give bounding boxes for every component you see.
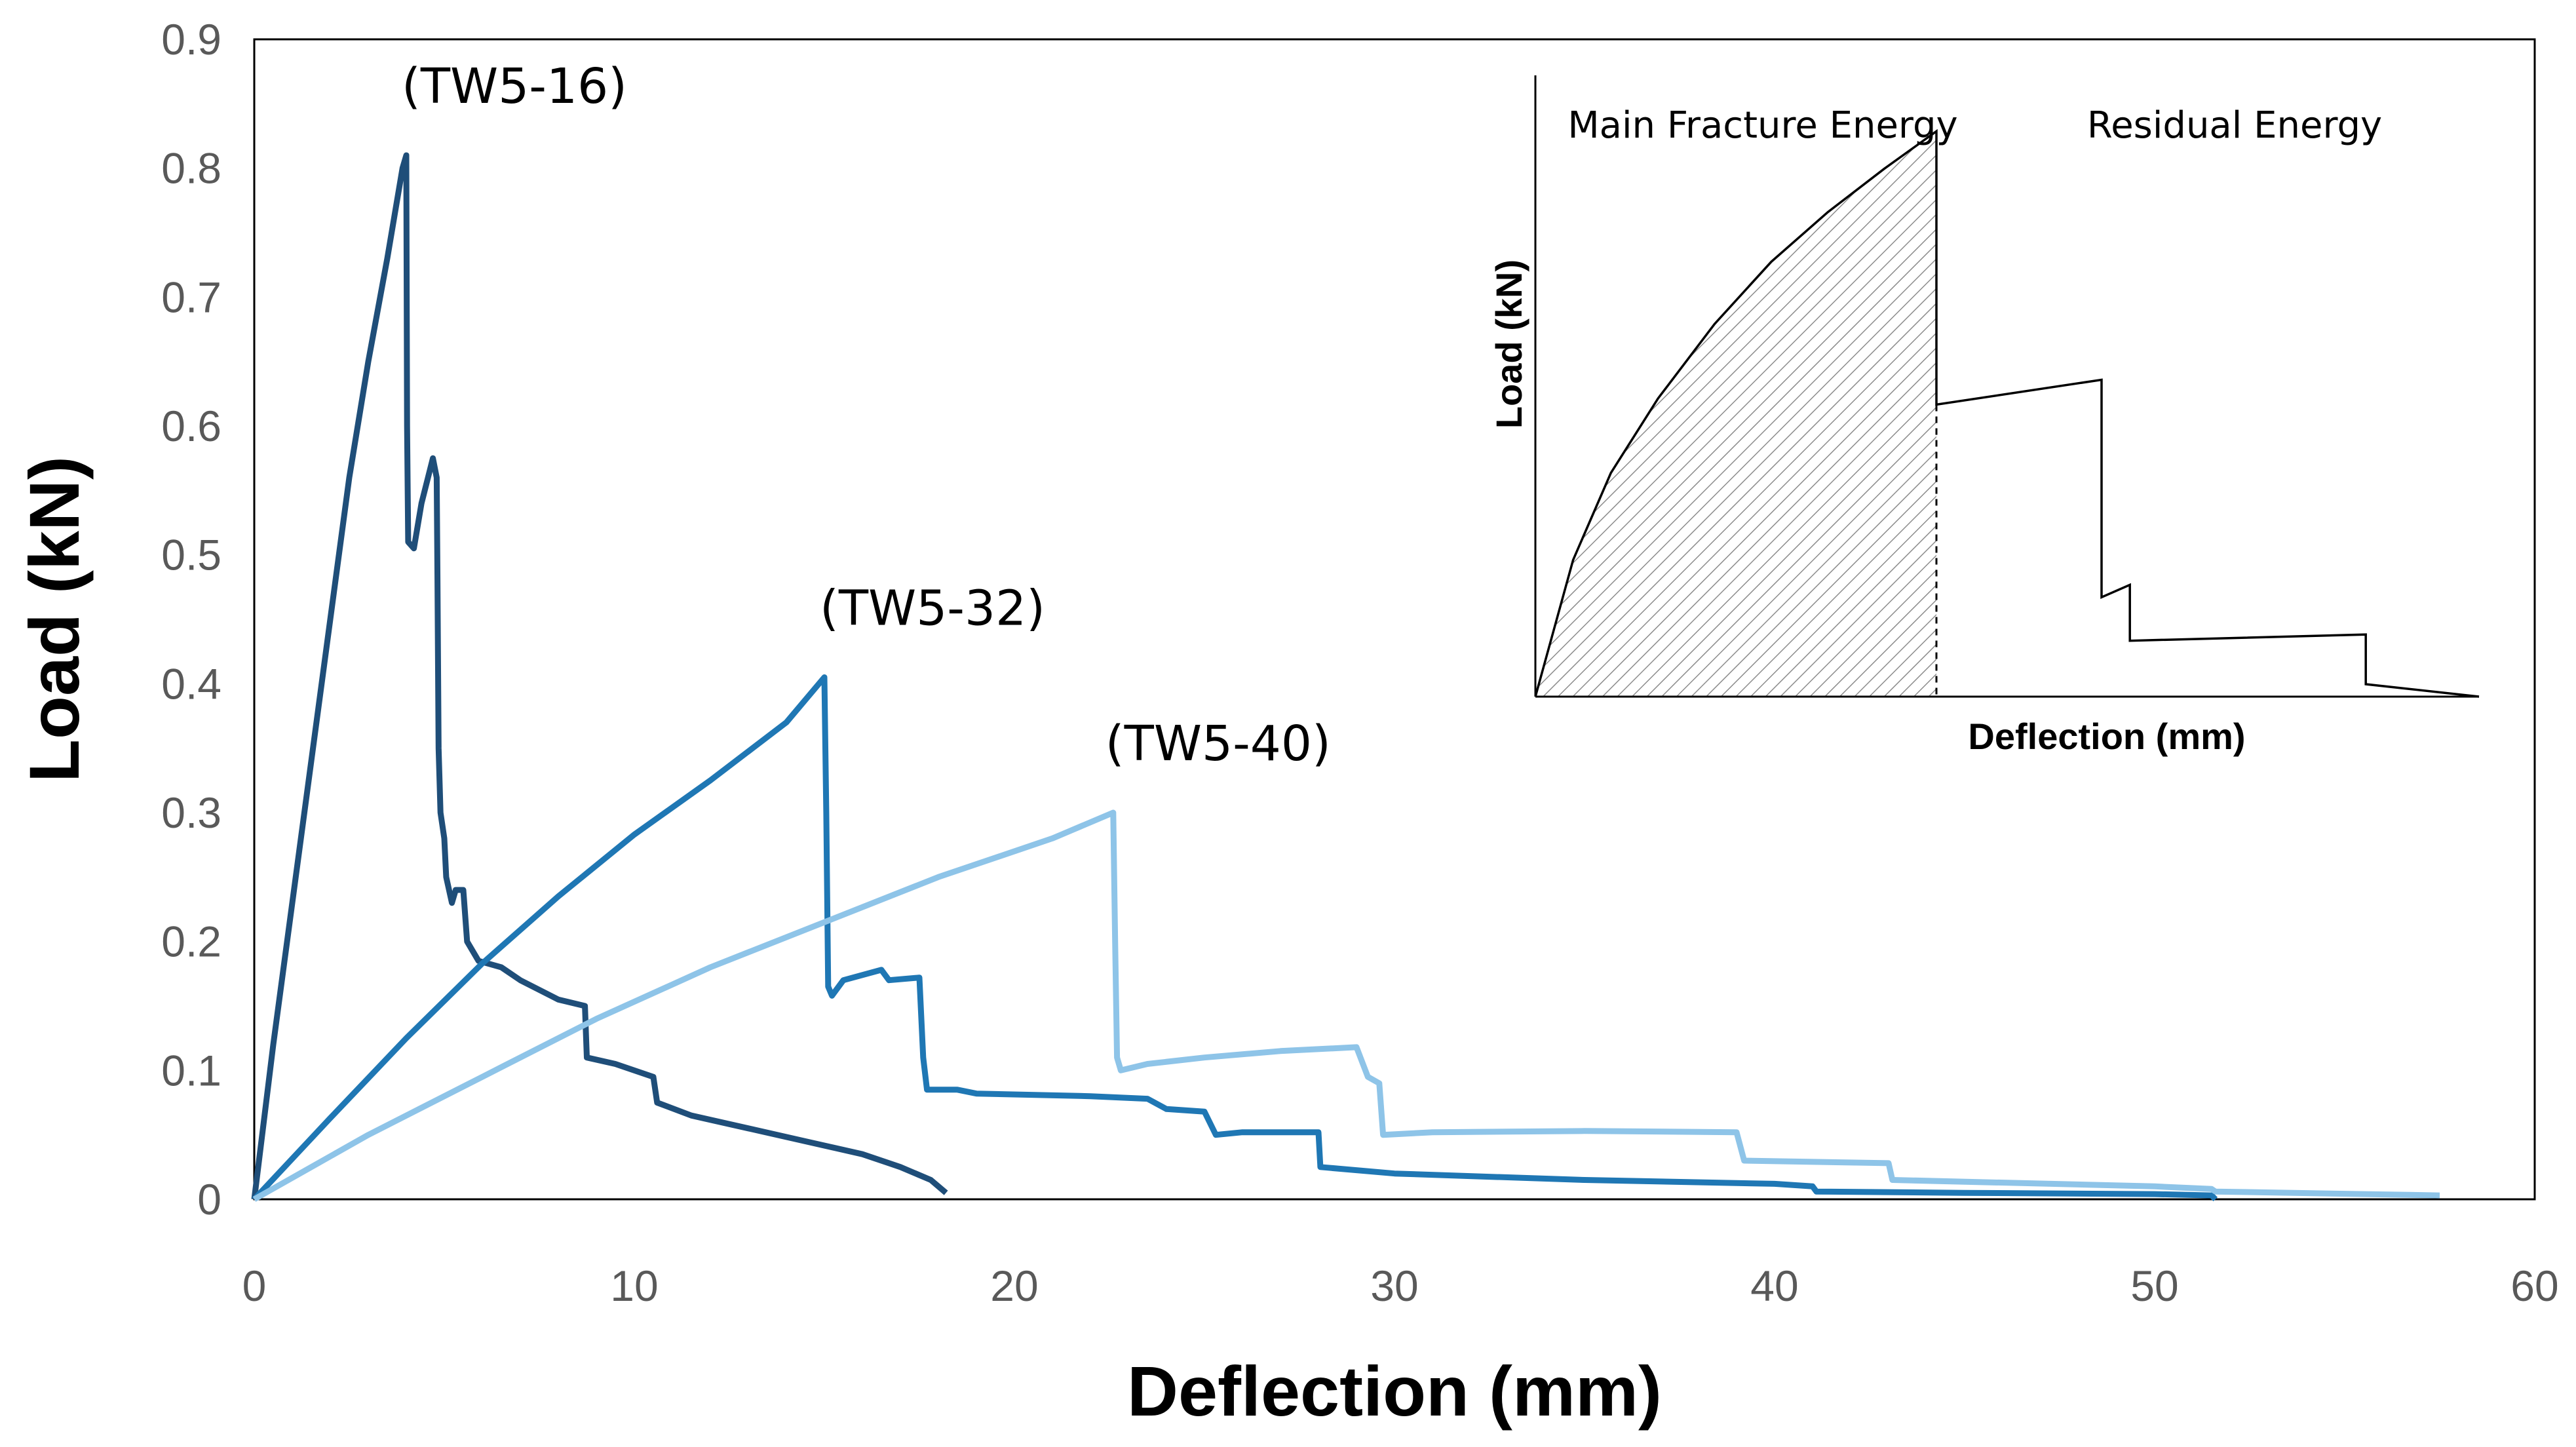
x-tick-label: 10 xyxy=(610,1262,658,1310)
y-tick-label: 0.6 xyxy=(161,402,221,450)
y-axis-ticks: 0 0.1 0.2 0.3 0.4 0.5 0.6 0.7 0.8 0.9 xyxy=(161,15,221,1224)
x-tick-label: 0 xyxy=(242,1262,267,1310)
series-line-2 xyxy=(252,674,2218,1202)
x-axis-ticks: 0 10 20 30 40 50 60 xyxy=(242,1262,2559,1310)
x-tick-label: 50 xyxy=(2130,1262,2178,1310)
x-axis-title: Deflection (mm) xyxy=(1127,1351,1662,1431)
inset-label-residual-energy: Residual Energy xyxy=(2087,104,2382,147)
series-label-layer: (TW5-16) (TW5-32) (TW5-40) xyxy=(402,58,1331,772)
y-axis-title: Load (kN) xyxy=(14,456,94,782)
y-tick-label: 0.5 xyxy=(161,531,221,579)
y-tick-label: 0.2 xyxy=(161,917,221,966)
y-tick-label: 0.8 xyxy=(161,144,221,193)
plot-frame xyxy=(253,38,2536,1201)
y-tick-label: 0.7 xyxy=(161,273,221,321)
y-tick-label: 0.4 xyxy=(161,659,221,708)
inset-label-main-fracture-energy: Main Fracture Energy xyxy=(1567,104,1957,147)
series-line-3 xyxy=(252,809,2440,1202)
series-label: (TW5-32) xyxy=(820,581,1045,637)
series-layer xyxy=(251,152,2440,1202)
series-line-1 xyxy=(251,152,948,1200)
series-label: (TW5-16) xyxy=(402,58,627,115)
y-tick-label: 0.9 xyxy=(161,15,221,64)
x-tick-label: 40 xyxy=(1750,1262,1798,1310)
y-tick-label: 0 xyxy=(197,1175,221,1224)
y-tick-label: 0.1 xyxy=(161,1046,221,1094)
inset-diagram: Main Fracture Energy Residual Energy Def… xyxy=(1488,75,2480,757)
series-label: (TW5-40) xyxy=(1105,716,1331,772)
inset-x-axis-title: Deflection (mm) xyxy=(1968,716,2245,757)
y-tick-label: 0.3 xyxy=(161,788,221,837)
inset-hatched-area xyxy=(1535,131,1936,697)
x-tick-label: 60 xyxy=(2510,1262,2558,1310)
inset-y-axis-title: Load (kN) xyxy=(1488,260,1529,429)
x-tick-label: 20 xyxy=(990,1262,1038,1310)
inset-curve xyxy=(1534,128,2480,698)
x-tick-label: 30 xyxy=(1370,1262,1418,1310)
